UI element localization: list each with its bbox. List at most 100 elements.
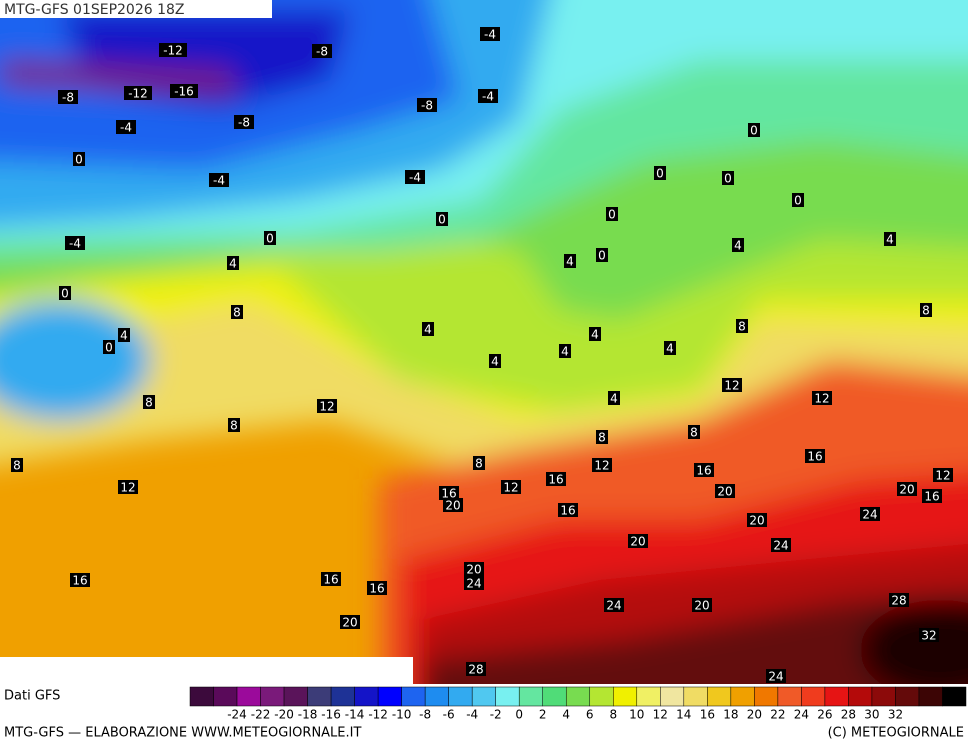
contour-label-box [722, 171, 734, 185]
legend-tick-label: -20 [274, 708, 294, 722]
contour-label-box [692, 598, 712, 612]
contour-label: 0 [724, 172, 732, 186]
legend-swatch [377, 686, 402, 707]
contour-label: 24 [773, 539, 788, 553]
contour-label: 20 [342, 616, 357, 630]
legend-swatch [683, 686, 708, 707]
contour-label-box [748, 123, 760, 137]
contour-label-box [596, 430, 608, 444]
contour-label: 12 [319, 400, 334, 414]
contour-label-box [439, 486, 459, 500]
contour-label: -12 [128, 87, 148, 101]
contour-label-box [489, 354, 501, 368]
contour-label-box [103, 340, 115, 354]
contour-label-box [589, 327, 601, 341]
legend-swatch [871, 686, 896, 707]
legend-tick-label: 10 [629, 708, 644, 722]
contour-label: 0 [105, 341, 113, 355]
legend-tick-label: -12 [368, 708, 388, 722]
contour-label-box [596, 248, 608, 262]
contour-label-box [118, 328, 130, 342]
contour-label-box [546, 472, 566, 486]
contour-label: 20 [717, 485, 732, 499]
contour-label: 20 [694, 599, 709, 613]
contour-label-box [654, 166, 666, 180]
contour-label-box [771, 538, 791, 552]
contour-label-box [606, 207, 618, 221]
contour-label: 12 [594, 459, 609, 473]
contour-label: 0 [598, 249, 606, 263]
legend-tick-label: -10 [392, 708, 412, 722]
legend-swatch [213, 686, 238, 707]
contour-label-box [59, 286, 71, 300]
contour-label-box [143, 395, 155, 409]
contour-label-box [443, 498, 463, 512]
legend-swatch [448, 686, 473, 707]
contour-label-box [889, 593, 909, 607]
contour-label: 4 [229, 257, 237, 271]
map-field [0, 0, 968, 684]
contour-label-box [234, 115, 254, 129]
contour-label-box [58, 90, 78, 104]
contour-label: 8 [230, 419, 238, 433]
contour-label-box [73, 152, 85, 166]
contour-label-box [558, 503, 578, 517]
contour-label-box [321, 572, 341, 586]
contour-label-box [688, 425, 700, 439]
legend-swatch [354, 686, 379, 707]
contour-label-box [317, 399, 337, 413]
map-title: MTG-GFS 01SEP2026 18Z [4, 2, 185, 18]
contour-label: 4 [886, 233, 894, 247]
contour-label-box [11, 458, 23, 472]
contour-label: 12 [724, 379, 739, 393]
contour-label: 16 [696, 464, 711, 478]
legend-tick-label: 0 [515, 708, 523, 722]
contour-label-box [715, 484, 735, 498]
legend-tick-label: -18 [298, 708, 318, 722]
footer-right: (C) METEOGIORNALE [828, 726, 964, 741]
legend-tick-label: 16 [700, 708, 715, 722]
legend-swatch [801, 686, 826, 707]
contour-label: -4 [409, 171, 421, 185]
footer-left: MTG-GFS — ELABORAZIONE WWW.METEOGIORNALE… [4, 726, 361, 741]
contour-label: 0 [266, 232, 274, 246]
legend-swatch [283, 686, 308, 707]
contour-label-box [405, 170, 425, 184]
legend-swatch [330, 686, 355, 707]
legend-swatch [730, 686, 755, 707]
legend-swatch [471, 686, 496, 707]
contour-label: -8 [421, 99, 433, 113]
legend-tick-label: 32 [888, 708, 903, 722]
contour-label-box [124, 86, 152, 100]
contour-label-box [501, 480, 521, 494]
contour-label: -12 [163, 44, 183, 58]
contour-label-box [604, 598, 624, 612]
contour-label-box [559, 344, 571, 358]
contour-label: 8 [922, 304, 930, 318]
contour-label-box [480, 27, 500, 41]
legend-tick-label: 24 [794, 708, 809, 722]
legend-swatch [495, 686, 520, 707]
legend-tick-label: 12 [653, 708, 668, 722]
legend-tick-label: 26 [817, 708, 832, 722]
legend-tick-label: -16 [321, 708, 341, 722]
contour-label: 4 [734, 239, 742, 253]
contour-label-box [159, 43, 187, 57]
contour-label-box [922, 489, 942, 503]
contour-label-box [694, 463, 714, 477]
legend-swatch [660, 686, 685, 707]
contour-label: 28 [891, 594, 906, 608]
contour-label-box [884, 232, 896, 246]
legend-tick-label: 8 [609, 708, 617, 722]
legend-swatch [518, 686, 543, 707]
contour-label: 8 [738, 320, 746, 334]
contour-label: -4 [69, 237, 81, 251]
contour-label-box [664, 341, 676, 355]
contour-label-box [422, 322, 434, 336]
contour-label-box [170, 84, 198, 98]
contour-label-box [227, 256, 239, 270]
contour-label-box [919, 628, 939, 642]
contour-label: 24 [466, 577, 481, 591]
legend-tick-label: -8 [419, 708, 431, 722]
contour-label: 8 [145, 396, 153, 410]
